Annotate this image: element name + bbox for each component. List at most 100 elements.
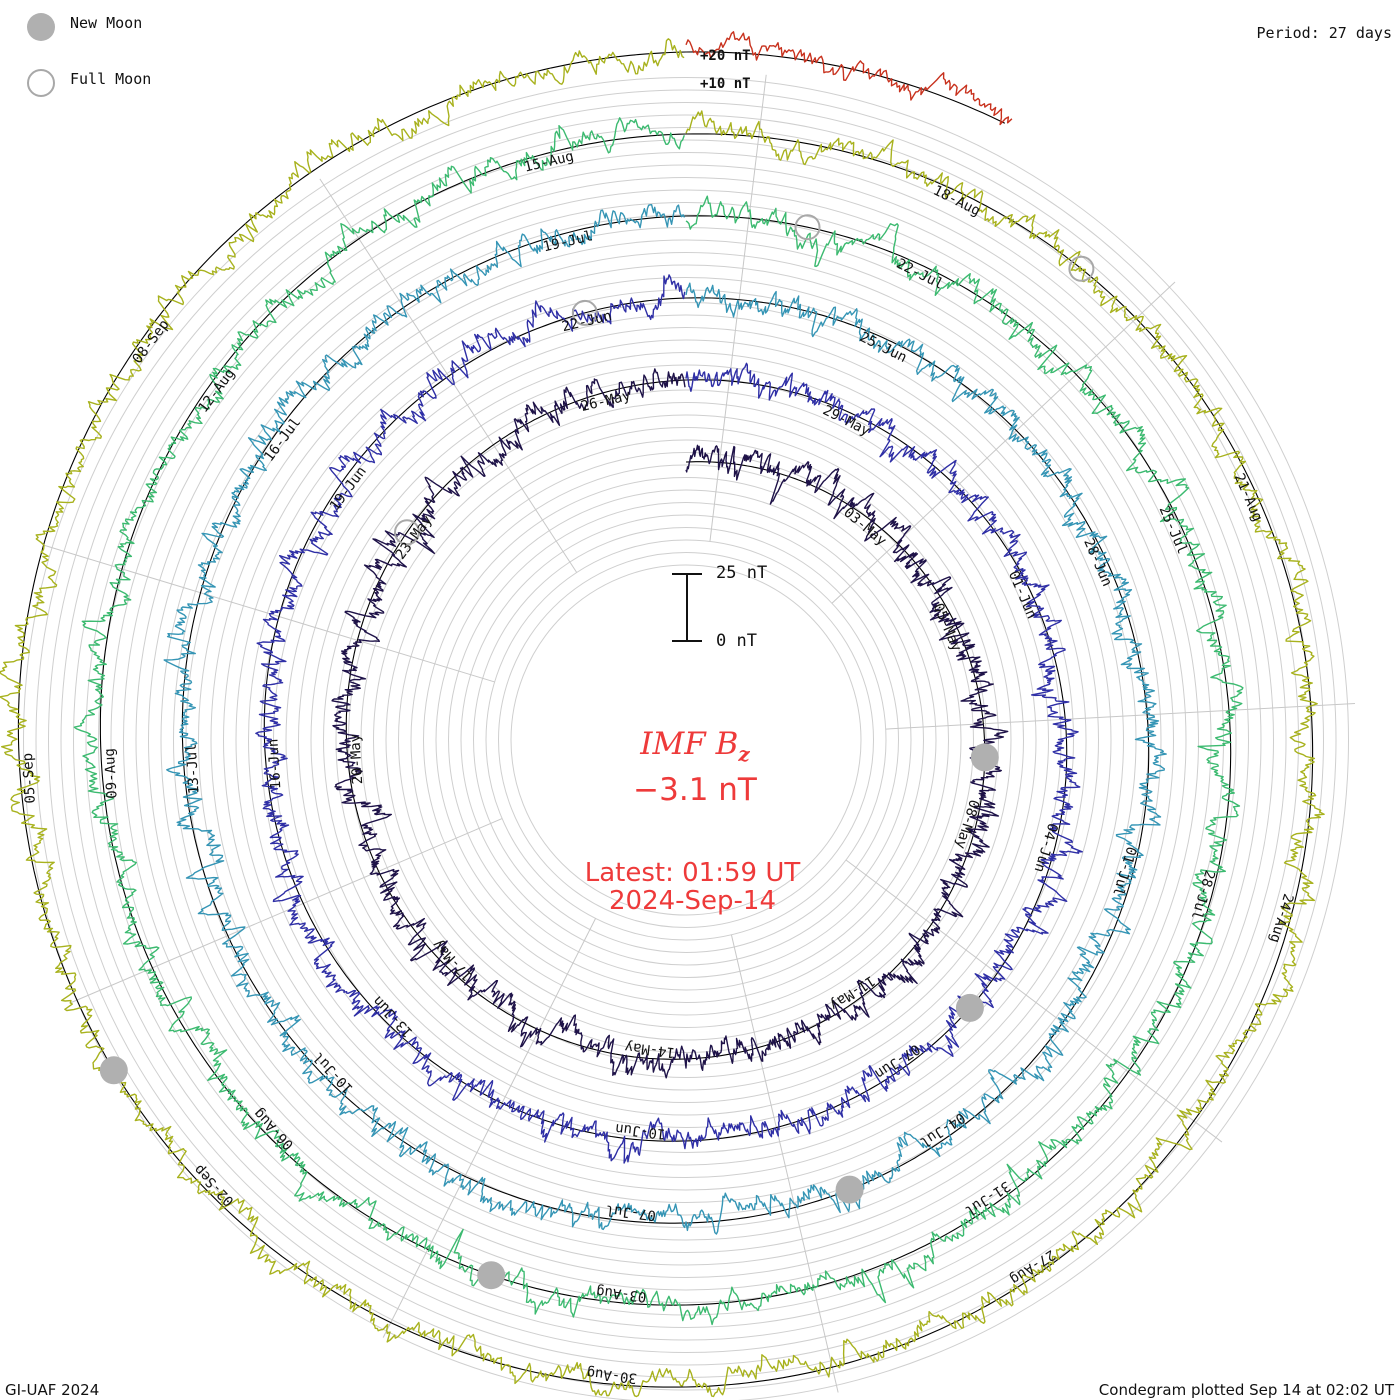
- grid-ring: [98, 152, 1274, 1328]
- grid-ring: [398, 452, 974, 1028]
- date-label: 03-Aug: [595, 1283, 647, 1305]
- full-moon-marker: [1068, 255, 1095, 282]
- ring-scale-label-20: +20 nT: [700, 48, 751, 64]
- grid-spoke: [730, 934, 839, 1393]
- grid-ring: [335, 389, 1037, 1091]
- grid-spoke: [69, 818, 503, 1004]
- full-moon-marker: [794, 214, 821, 241]
- grid-ring: [260, 314, 1112, 1166]
- date-label: 13-Jul: [184, 743, 203, 794]
- grid-ring: [60, 114, 1312, 1366]
- date-label: 25-Jun: [857, 329, 909, 366]
- grid-ring: [460, 514, 912, 966]
- date-label: 04-Jul: [917, 1109, 968, 1150]
- grid-ring: [273, 327, 1099, 1153]
- full-moon-marker: [571, 299, 598, 326]
- scale-bar: [686, 574, 688, 641]
- date-label: 25-Jul: [1156, 504, 1191, 557]
- grid-ring: [110, 164, 1262, 1316]
- grid-ring: [160, 214, 1212, 1266]
- bz-series: [0, 31, 1325, 1398]
- date-label: 05-Sep: [20, 753, 39, 804]
- scale-bar-bottom-tick: [672, 640, 702, 642]
- date-label: 08-Sep: [130, 317, 173, 367]
- ring-scale-label-10: +10 nT: [700, 76, 751, 92]
- grid-ring: [373, 427, 999, 1053]
- date-label: 19-Jun: [327, 464, 370, 514]
- grid-ring: [348, 402, 1024, 1078]
- grid-ring: [423, 477, 949, 1003]
- date-label: 20-May: [347, 733, 366, 784]
- new-moon-icon: [27, 13, 55, 41]
- grid-spoke: [885, 702, 1356, 730]
- date-label: 03-May: [840, 505, 889, 550]
- grid-ring: [473, 527, 899, 953]
- grid-ring: [448, 502, 924, 978]
- date-label: 09-Aug: [102, 748, 121, 799]
- date-label: 16-Jun: [265, 738, 284, 789]
- grid-ring: [485, 539, 887, 941]
- date-label: 31-Jul: [962, 1178, 1013, 1219]
- scale-bar-top-tick: [672, 573, 702, 575]
- grid-ring: [510, 564, 862, 916]
- date-label: 10-Jul: [310, 1049, 356, 1097]
- grid-ring: [173, 227, 1199, 1253]
- series-cycle-6: [685, 31, 1013, 126]
- scale-bar-top-label: 25 nT: [716, 563, 768, 583]
- footer-plotted: Condegram plotted Sep 14 at 02:02 UT: [1098, 1381, 1394, 1399]
- grid-ring: [198, 252, 1174, 1228]
- grid-ring: [73, 127, 1299, 1353]
- date-label: 17-May: [430, 936, 476, 984]
- gridlines: [23, 74, 1356, 1400]
- grid-ring: [435, 489, 937, 991]
- date-label: 01-Jun: [1005, 569, 1040, 622]
- new-moon-marker: [955, 993, 984, 1022]
- date-label: 22-Jul: [894, 256, 946, 293]
- date-label: 14-May: [624, 1038, 676, 1060]
- series-cycle-5: [0, 38, 1325, 1398]
- full-moon-marker: [394, 519, 420, 546]
- series-cycle-3: [163, 204, 1167, 1235]
- grid-ring: [35, 89, 1337, 1391]
- grid-spoke: [319, 178, 578, 573]
- new-moon-marker: [477, 1261, 506, 1290]
- series-cycle-1: [331, 368, 1009, 1079]
- grid-ring: [410, 464, 962, 1016]
- grid-spoke: [382, 918, 597, 1338]
- date-label: 21-Aug: [1231, 471, 1266, 524]
- value-label: −3.1 nT: [633, 772, 757, 808]
- grid-ring: [248, 302, 1124, 1178]
- new-moon-marker: [99, 1056, 128, 1085]
- series-cycle-4: [73, 117, 1244, 1326]
- grid-ring: [85, 139, 1287, 1341]
- latest-time-label: Latest: 01:59 UT: [584, 858, 801, 888]
- grid-ring: [498, 552, 874, 928]
- grid-ring: [210, 264, 1162, 1216]
- quantity-main: IMF B: [640, 726, 739, 762]
- new-moon-marker: [835, 1175, 864, 1204]
- grid-spoke: [845, 859, 1223, 1143]
- date-label: 30-Aug: [586, 1364, 638, 1386]
- moon-markers: [99, 214, 1095, 1290]
- date-label: 18-Aug: [931, 183, 983, 220]
- date-label: 10-Jun: [614, 1120, 666, 1142]
- footer-credit: GI-UAF 2024: [5, 1381, 100, 1399]
- date-label: 07-Jul: [605, 1201, 657, 1223]
- full-moon-icon: [27, 69, 55, 97]
- latest-date-label: 2024-Sep-14: [608, 886, 777, 916]
- full-moon-label: Full Moon: [70, 70, 152, 88]
- scale-bar-bottom-label: 0 nT: [716, 631, 757, 651]
- quantity-label: IMF Bz: [0, 726, 1390, 766]
- grid-ring: [298, 352, 1074, 1128]
- period-label: Period: 27 days: [1256, 24, 1392, 42]
- series-cycle-2: [255, 274, 1083, 1164]
- new-moon-marker: [970, 743, 999, 772]
- new-moon-label: New Moon: [70, 14, 143, 32]
- quantity-sub: z: [738, 742, 750, 767]
- grid-ring: [135, 189, 1237, 1291]
- date-label: 06-Aug: [251, 1105, 297, 1153]
- grid-ring: [48, 102, 1324, 1378]
- grid-ring: [123, 177, 1249, 1303]
- grid-spoke: [831, 281, 1176, 604]
